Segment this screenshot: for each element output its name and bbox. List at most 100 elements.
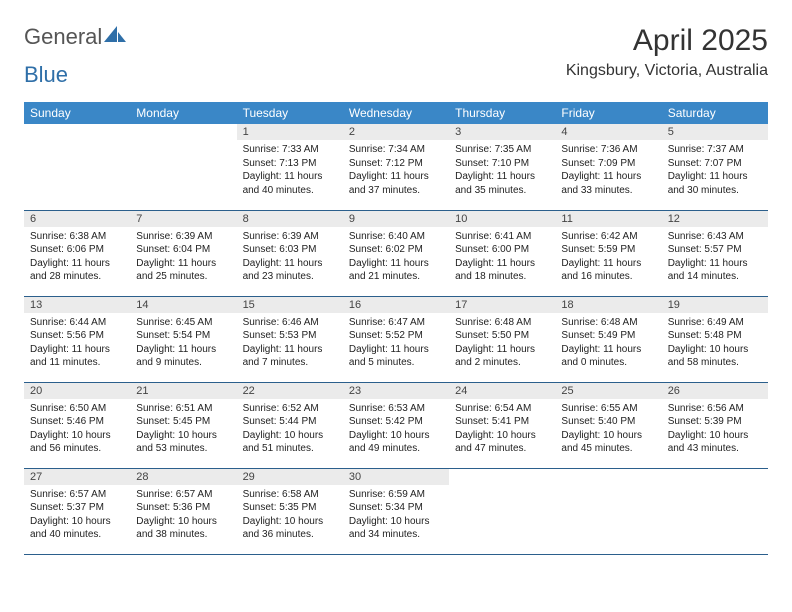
day-info: Sunrise: 6:55 AMSunset: 5:40 PMDaylight:… <box>555 399 661 460</box>
day-cell: 16Sunrise: 6:47 AMSunset: 5:52 PMDayligh… <box>343 296 449 382</box>
day-info: Sunrise: 7:34 AMSunset: 7:12 PMDaylight:… <box>343 140 449 201</box>
day-info: Sunrise: 7:36 AMSunset: 7:09 PMDaylight:… <box>555 140 661 201</box>
day-number: 23 <box>343 383 449 399</box>
day-cell: 24Sunrise: 6:54 AMSunset: 5:41 PMDayligh… <box>449 382 555 468</box>
day-info: Sunrise: 6:40 AMSunset: 6:02 PMDaylight:… <box>343 227 449 288</box>
day-cell: 23Sunrise: 6:53 AMSunset: 5:42 PMDayligh… <box>343 382 449 468</box>
day-number: 4 <box>555 124 661 140</box>
day-info: Sunrise: 7:35 AMSunset: 7:10 PMDaylight:… <box>449 140 555 201</box>
day-number: 5 <box>662 124 768 140</box>
day-info: Sunrise: 6:52 AMSunset: 5:44 PMDaylight:… <box>237 399 343 460</box>
day-info: Sunrise: 6:41 AMSunset: 6:00 PMDaylight:… <box>449 227 555 288</box>
day-cell: 28Sunrise: 6:57 AMSunset: 5:36 PMDayligh… <box>130 468 236 554</box>
day-info: Sunrise: 7:33 AMSunset: 7:13 PMDaylight:… <box>237 140 343 201</box>
weekday-header: Tuesday <box>237 102 343 124</box>
day-cell: 13Sunrise: 6:44 AMSunset: 5:56 PMDayligh… <box>24 296 130 382</box>
day-number: 11 <box>555 211 661 227</box>
calendar-row: 27Sunrise: 6:57 AMSunset: 5:37 PMDayligh… <box>24 468 768 554</box>
calendar-row: . . 1Sunrise: 7:33 AMSunset: 7:13 PMDayl… <box>24 124 768 210</box>
day-info: Sunrise: 6:48 AMSunset: 5:50 PMDaylight:… <box>449 313 555 374</box>
day-cell: 8Sunrise: 6:39 AMSunset: 6:03 PMDaylight… <box>237 210 343 296</box>
day-number: 18 <box>555 297 661 313</box>
empty-cell: . <box>662 468 768 554</box>
day-cell: 27Sunrise: 6:57 AMSunset: 5:37 PMDayligh… <box>24 468 130 554</box>
day-cell: 4Sunrise: 7:36 AMSunset: 7:09 PMDaylight… <box>555 124 661 210</box>
empty-cell: . <box>24 124 130 210</box>
day-number: 10 <box>449 211 555 227</box>
day-cell: 30Sunrise: 6:59 AMSunset: 5:34 PMDayligh… <box>343 468 449 554</box>
weekday-header: Thursday <box>449 102 555 124</box>
day-number: 21 <box>130 383 236 399</box>
day-cell: 29Sunrise: 6:58 AMSunset: 5:35 PMDayligh… <box>237 468 343 554</box>
day-cell: 17Sunrise: 6:48 AMSunset: 5:50 PMDayligh… <box>449 296 555 382</box>
weekday-header: Friday <box>555 102 661 124</box>
day-info: Sunrise: 6:46 AMSunset: 5:53 PMDaylight:… <box>237 313 343 374</box>
day-number: 17 <box>449 297 555 313</box>
empty-cell: . <box>449 468 555 554</box>
day-cell: 7Sunrise: 6:39 AMSunset: 6:04 PMDaylight… <box>130 210 236 296</box>
day-number: 12 <box>662 211 768 227</box>
day-number: 14 <box>130 297 236 313</box>
day-number: 6 <box>24 211 130 227</box>
day-info: Sunrise: 6:39 AMSunset: 6:04 PMDaylight:… <box>130 227 236 288</box>
day-cell: 2Sunrise: 7:34 AMSunset: 7:12 PMDaylight… <box>343 124 449 210</box>
day-number: 28 <box>130 469 236 485</box>
day-info: Sunrise: 6:47 AMSunset: 5:52 PMDaylight:… <box>343 313 449 374</box>
day-info: Sunrise: 6:51 AMSunset: 5:45 PMDaylight:… <box>130 399 236 460</box>
day-cell: 26Sunrise: 6:56 AMSunset: 5:39 PMDayligh… <box>662 382 768 468</box>
day-number: 1 <box>237 124 343 140</box>
brand-text-2: Blue <box>24 62 68 88</box>
day-info: Sunrise: 6:53 AMSunset: 5:42 PMDaylight:… <box>343 399 449 460</box>
day-cell: 12Sunrise: 6:43 AMSunset: 5:57 PMDayligh… <box>662 210 768 296</box>
day-number: 26 <box>662 383 768 399</box>
weekday-header-row: SundayMondayTuesdayWednesdayThursdayFrid… <box>24 102 768 124</box>
day-info: Sunrise: 6:44 AMSunset: 5:56 PMDaylight:… <box>24 313 130 374</box>
day-info: Sunrise: 6:38 AMSunset: 6:06 PMDaylight:… <box>24 227 130 288</box>
day-number: 9 <box>343 211 449 227</box>
day-number: 30 <box>343 469 449 485</box>
day-info: Sunrise: 6:57 AMSunset: 5:36 PMDaylight:… <box>130 485 236 546</box>
day-number: 3 <box>449 124 555 140</box>
day-cell: 19Sunrise: 6:49 AMSunset: 5:48 PMDayligh… <box>662 296 768 382</box>
day-cell: 22Sunrise: 6:52 AMSunset: 5:44 PMDayligh… <box>237 382 343 468</box>
day-number: 24 <box>449 383 555 399</box>
day-info: Sunrise: 6:39 AMSunset: 6:03 PMDaylight:… <box>237 227 343 288</box>
empty-cell: . <box>555 468 661 554</box>
brand-sail-icon <box>104 24 126 50</box>
day-cell: 18Sunrise: 6:48 AMSunset: 5:49 PMDayligh… <box>555 296 661 382</box>
calendar-row: 20Sunrise: 6:50 AMSunset: 5:46 PMDayligh… <box>24 382 768 468</box>
day-info: Sunrise: 6:45 AMSunset: 5:54 PMDaylight:… <box>130 313 236 374</box>
weekday-header: Saturday <box>662 102 768 124</box>
day-number: 29 <box>237 469 343 485</box>
day-cell: 10Sunrise: 6:41 AMSunset: 6:00 PMDayligh… <box>449 210 555 296</box>
day-number: 27 <box>24 469 130 485</box>
day-info: Sunrise: 6:57 AMSunset: 5:37 PMDaylight:… <box>24 485 130 546</box>
day-cell: 25Sunrise: 6:55 AMSunset: 5:40 PMDayligh… <box>555 382 661 468</box>
day-cell: 3Sunrise: 7:35 AMSunset: 7:10 PMDaylight… <box>449 124 555 210</box>
brand-text-1: General <box>24 24 102 50</box>
day-number: 19 <box>662 297 768 313</box>
day-info: Sunrise: 6:50 AMSunset: 5:46 PMDaylight:… <box>24 399 130 460</box>
day-number: 13 <box>24 297 130 313</box>
day-info: Sunrise: 6:56 AMSunset: 5:39 PMDaylight:… <box>662 399 768 460</box>
day-info: Sunrise: 6:59 AMSunset: 5:34 PMDaylight:… <box>343 485 449 546</box>
weekday-header: Sunday <box>24 102 130 124</box>
day-cell: 15Sunrise: 6:46 AMSunset: 5:53 PMDayligh… <box>237 296 343 382</box>
day-number: 15 <box>237 297 343 313</box>
day-number: 7 <box>130 211 236 227</box>
day-cell: 6Sunrise: 6:38 AMSunset: 6:06 PMDaylight… <box>24 210 130 296</box>
location-text: Kingsbury, Victoria, Australia <box>566 62 768 80</box>
day-number: 16 <box>343 297 449 313</box>
empty-cell: . <box>130 124 236 210</box>
calendar-table: SundayMondayTuesdayWednesdayThursdayFrid… <box>24 102 768 555</box>
day-number: 25 <box>555 383 661 399</box>
page-title: April 2025 <box>566 24 768 58</box>
calendar-body: . . 1Sunrise: 7:33 AMSunset: 7:13 PMDayl… <box>24 124 768 554</box>
day-cell: 9Sunrise: 6:40 AMSunset: 6:02 PMDaylight… <box>343 210 449 296</box>
day-info: Sunrise: 6:43 AMSunset: 5:57 PMDaylight:… <box>662 227 768 288</box>
day-cell: 11Sunrise: 6:42 AMSunset: 5:59 PMDayligh… <box>555 210 661 296</box>
day-cell: 21Sunrise: 6:51 AMSunset: 5:45 PMDayligh… <box>130 382 236 468</box>
day-info: Sunrise: 6:48 AMSunset: 5:49 PMDaylight:… <box>555 313 661 374</box>
day-number: 22 <box>237 383 343 399</box>
weekday-header: Monday <box>130 102 236 124</box>
